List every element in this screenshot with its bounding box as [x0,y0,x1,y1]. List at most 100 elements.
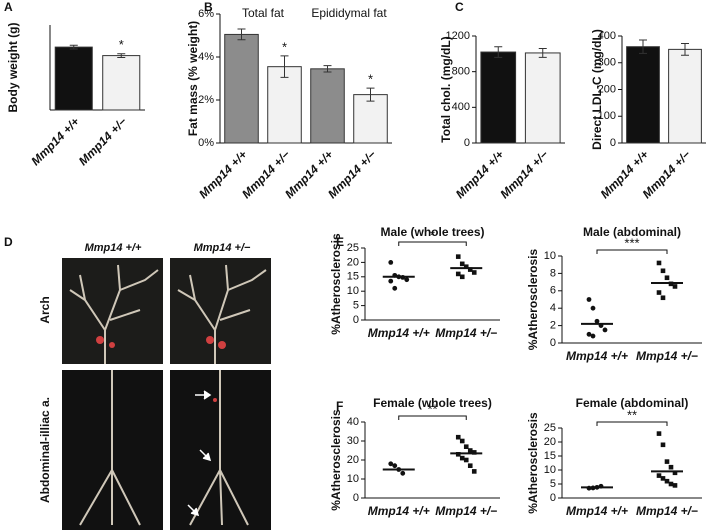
chart-title: Male (whole trees) [380,225,484,239]
significance-label: * [119,37,124,52]
y-tick-label: 0 [610,137,616,149]
point [656,473,662,478]
bar [224,33,259,144]
point [586,331,592,337]
y-axis-label: %Atherosclerosis [526,248,540,350]
x-tick-label: Mmp14 +/− [636,504,698,518]
point [471,270,477,275]
point [392,285,398,291]
error-bar [117,53,126,58]
significance-bracket [398,415,467,420]
point [660,476,666,481]
x-tick-label: Mmp14 +/+ [368,326,430,340]
point [463,457,469,463]
column-header: Mmp14 +/+ [85,242,142,254]
point [656,260,662,266]
y-tick-label: 0 [550,337,556,349]
point [467,448,473,453]
significance-label: * [368,72,373,87]
point [467,463,473,468]
y-tick-label: 30 [347,435,359,447]
y-tick-label: 300 [598,57,616,69]
x-tick-label: Mmp14 +/− [76,114,130,168]
y-tick-label: 6% [198,8,214,20]
point [660,268,666,274]
point [463,264,469,270]
error-bar [494,46,503,58]
column-header: Mmp14 +/− [194,242,251,254]
bar [310,68,345,144]
panel-label: E [336,235,344,249]
y-axis-label: Body weight (g) [6,23,20,113]
y-tick-label: 8 [550,267,556,279]
point [602,327,608,333]
y-tick-label: 10 [544,464,556,476]
significance-bracket [596,249,668,254]
chart-title: Female (whole trees) [373,396,492,410]
y-tick-label: 15 [544,450,556,462]
point [463,444,469,449]
point [459,274,465,280]
error-bar [323,65,332,73]
point [660,442,666,448]
point [586,297,592,302]
y-tick-label: 0% [198,137,214,149]
y-tick-label: 2% [198,94,214,106]
point [668,464,674,470]
arrow [187,390,212,517]
error-bar [69,44,78,50]
point [668,481,674,487]
point [672,284,678,289]
x-tick-label: Mmp14 +/− [636,349,698,363]
point [400,470,406,476]
point [388,278,394,284]
y-tick-label: 400 [452,101,470,113]
x-tick-label: Mmp14 +/− [435,504,497,518]
y-tick-label: 25 [347,242,359,254]
significance-label: *** [624,235,639,250]
y-tick-label: 2 [550,320,556,332]
y-tick-label: 20 [544,436,556,448]
y-tick-label: 4 [550,302,556,314]
y-tick-label: 0 [353,314,359,326]
y-tick-label: 40 [347,416,359,428]
vessel [69,264,267,526]
x-tick-label: Mmp14 +/+ [28,114,82,168]
x-tick-label: Mmp14 +/+ [368,504,430,518]
panel-label: F [336,399,343,413]
point [455,254,461,259]
point [459,261,465,267]
panel-label: C [455,0,464,14]
bar [54,46,93,111]
point [656,431,662,436]
y-axis-label: Direct LDL-C (mg/dL) [590,29,604,150]
error-bar [681,42,689,56]
point [392,463,398,469]
x-tick-label: Mmp14 +/+ [566,349,628,363]
error-bar [237,28,246,41]
y-axis-label: %Atherosclerosis [526,412,540,514]
significance-label: ** [627,407,637,422]
y-tick-label: 25 [544,422,556,434]
point [594,318,600,324]
point [664,478,670,484]
significance-bracket [596,421,668,426]
y-tick-label: 10 [347,285,359,297]
lesion [96,336,226,402]
point [455,271,461,277]
point [459,438,465,444]
bar [626,46,660,144]
y-axis-label: Total chol. (mg/dL) [439,36,453,142]
y-tick-label: 800 [452,66,470,78]
y-tick-label: 0 [353,492,359,504]
y-tick-label: 0 [464,137,470,149]
point [672,470,678,476]
point [590,333,596,339]
y-tick-label: 5 [353,300,359,312]
y-tick-label: 200 [598,83,616,95]
bar [267,66,302,144]
point [388,461,394,467]
bar [102,55,141,111]
panel-d: Mmp14 +/+ Mmp14 +/− Arch Abdominal-illia… [38,242,271,530]
